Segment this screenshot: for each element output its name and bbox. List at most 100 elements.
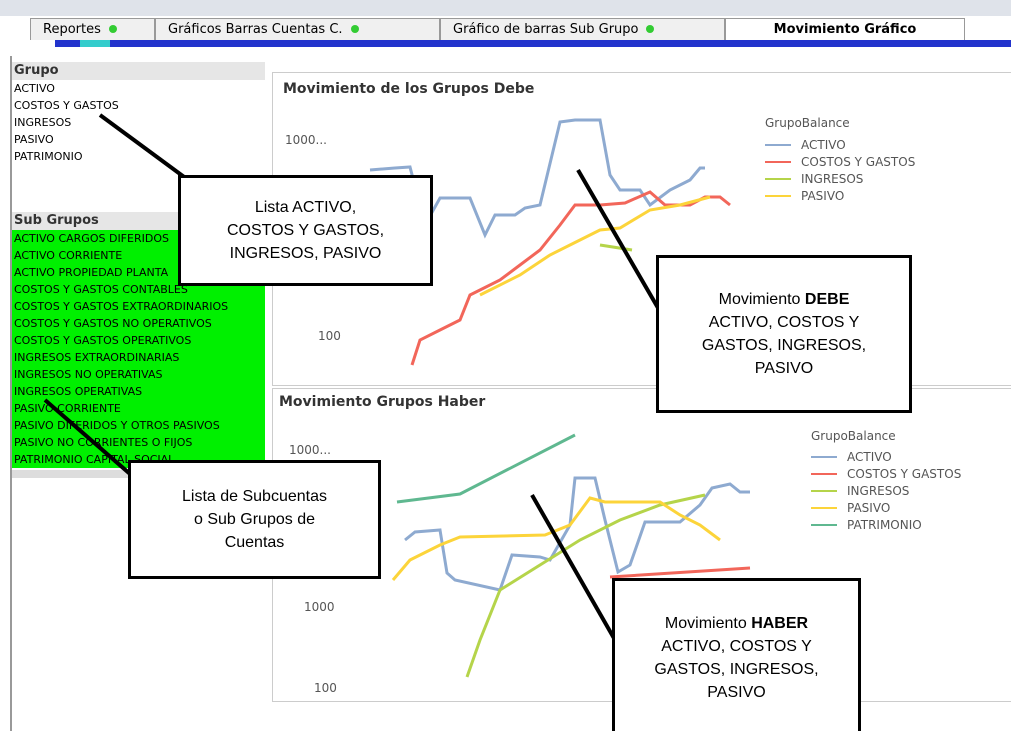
legend-swatch <box>765 177 791 180</box>
legend-swatch <box>765 160 791 163</box>
annotation-line: Lista de Subcuentas <box>182 488 327 505</box>
list-item[interactable]: INGRESOS <box>14 116 72 129</box>
legend-swatch <box>811 506 837 509</box>
legend-label: PATRIMONIO <box>847 517 922 532</box>
pointer <box>530 494 617 641</box>
annotation-text: Movimiento <box>664 615 747 632</box>
listbox-title: Grupo <box>12 62 265 80</box>
line-patrimonio <box>396 433 576 504</box>
list-item[interactable]: PASIVO CORRIENTE <box>12 400 265 417</box>
line-costos <box>609 566 751 579</box>
list-item[interactable]: ACTIVO <box>14 82 55 95</box>
annotation-line: INGRESOS, PASIVO <box>229 245 382 262</box>
pointer <box>98 113 197 187</box>
tab-label: Gráfico de barras Sub Grupo <box>453 22 639 37</box>
legend-label: INGRESOS <box>801 171 864 186</box>
legend-swatch <box>811 489 837 492</box>
pointer <box>576 168 667 322</box>
legend-title: GrupoBalance <box>765 116 850 130</box>
annotation-line: Lista ACTIVO, <box>254 199 357 216</box>
legend-item: ACTIVO <box>811 448 961 465</box>
annotation-line: o Sub Grupos de <box>194 511 315 528</box>
list-item[interactable]: PASIVO <box>14 133 54 146</box>
list-item[interactable]: PATRIMONIO <box>14 150 83 163</box>
annotation: Lista de Subcuentas o Sub Grupos de Cuenta… <box>128 460 381 579</box>
line-pasivo <box>391 496 721 581</box>
legend-item: COSTOS Y GASTOS <box>765 153 915 170</box>
axis-tick: 100 <box>314 681 337 695</box>
list-item[interactable]: COSTOS Y GASTOS <box>14 99 119 112</box>
legend-item: INGRESOS <box>811 482 961 499</box>
annotation-line: Movimiento DEBE <box>659 288 909 311</box>
list-item[interactable]: INGRESOS NO OPERATIVAS <box>12 366 265 383</box>
line-ingresos <box>465 493 706 678</box>
annotation-line: Cuentas <box>224 534 285 551</box>
list-item[interactable]: INGRESOS OPERATIVAS <box>12 383 265 400</box>
legend-swatch <box>811 472 837 475</box>
tab[interactable]: Reportes <box>30 18 155 40</box>
legend-item: INGRESOS <box>765 170 915 187</box>
list-item[interactable]: INGRESOS EXTRAORDINARIAS <box>12 349 265 366</box>
annotation-text: Movimiento <box>718 291 801 308</box>
grupo-listbox[interactable]: Grupo ACTIVO COSTOS Y GASTOS INGRESOS PASIV… <box>12 62 265 165</box>
annotation-line: COSTOS Y GASTOS, <box>226 222 385 239</box>
annotation: Movimiento HABER ACTIVO, COSTOS Y GASTOS, … <box>612 578 861 731</box>
legend-label: ACTIVO <box>801 137 846 152</box>
legend-swatch <box>811 523 837 526</box>
axis-tick: 100 <box>318 329 341 343</box>
legend-item: PASIVO <box>811 499 961 516</box>
legend-label: COSTOS Y GASTOS <box>801 154 916 169</box>
line-costos <box>410 190 731 366</box>
chart-debe: Movimiento de los Grupos Debe 1000... 10… <box>272 72 1011 386</box>
legend-label: COSTOS Y GASTOS <box>847 466 962 481</box>
annotation-line: GASTOS, INGRESOS, <box>701 337 867 354</box>
annotation-line: GASTOS, INGRESOS, <box>654 661 819 678</box>
chart-title: Movimiento de los Grupos Debe <box>283 81 535 97</box>
legend-title: GrupoBalance <box>811 429 896 443</box>
annotation-line: ACTIVO, COSTOS Y <box>661 638 812 655</box>
annotation-line: ACTIVO, COSTOS Y <box>708 314 860 331</box>
axis-tick: 1000... <box>285 133 327 147</box>
tab-label: Gráficos Barras Cuentas C. <box>168 22 343 37</box>
line-pasivo <box>479 195 711 297</box>
tab-label: Reportes <box>43 22 101 37</box>
legend-item: COSTOS Y GASTOS <box>811 465 961 482</box>
legend-swatch <box>765 143 791 146</box>
legend-item: PATRIMONIO <box>811 516 961 533</box>
annotation-line: PASIVO <box>754 360 814 377</box>
line-ingresos <box>599 243 633 252</box>
line-activo <box>404 476 750 592</box>
legend-label: ACTIVO <box>847 449 892 464</box>
annotation: Lista ACTIVO, COSTOS Y GASTOS, INGRESOS, P… <box>178 175 433 286</box>
axis-tick: 1000 <box>304 600 335 614</box>
annotation: Movimiento DEBE ACTIVO, COSTOS Y GASTOS, I… <box>656 255 912 413</box>
legend-swatch <box>811 455 837 458</box>
window-top <box>0 0 1011 16</box>
chart-title: Movimiento Grupos Haber <box>279 394 486 410</box>
chart-haber: Movimiento Grupos Haber 1000... 1000 100… <box>272 388 1011 702</box>
tab-marker <box>80 40 110 47</box>
list-item[interactable]: COSTOS Y GASTOS EXTRAORDINARIOS <box>12 298 265 315</box>
tab-label: Movimiento Gráfico <box>773 22 917 37</box>
annotation-line: Movimiento HABER <box>615 612 858 635</box>
annotation-emphasis: DEBE <box>804 291 850 308</box>
legend-item: ACTIVO <box>765 136 915 153</box>
list-item[interactable]: COSTOS Y GASTOS NO OPERATIVOS <box>12 315 265 332</box>
tab-underline <box>55 40 1011 47</box>
list-item[interactable]: COSTOS Y GASTOS OPERATIVOS <box>12 332 265 349</box>
legend-swatch <box>765 194 791 197</box>
tab[interactable]: Movimiento Gráfico <box>725 18 965 40</box>
frame-left <box>10 56 12 731</box>
axis-tick: 1000... <box>289 443 331 457</box>
list-item[interactable]: PASIVO NO CORRIENTES O FIJOS <box>12 434 265 451</box>
tab[interactable]: Gráfico de barras Sub Grupo <box>440 18 725 40</box>
annotation-line: PASIVO <box>707 684 766 701</box>
list-item[interactable]: PASIVO DIFERIDOS Y OTROS PASIVOS <box>12 417 265 434</box>
legend-item: PASIVO <box>765 187 915 204</box>
legend-label: PASIVO <box>847 500 891 515</box>
legend-label: PASIVO <box>801 188 845 203</box>
tab[interactable]: Gráficos Barras Cuentas C. <box>155 18 440 40</box>
legend-label: INGRESOS <box>847 483 910 498</box>
annotation-emphasis: HABER <box>751 615 809 632</box>
